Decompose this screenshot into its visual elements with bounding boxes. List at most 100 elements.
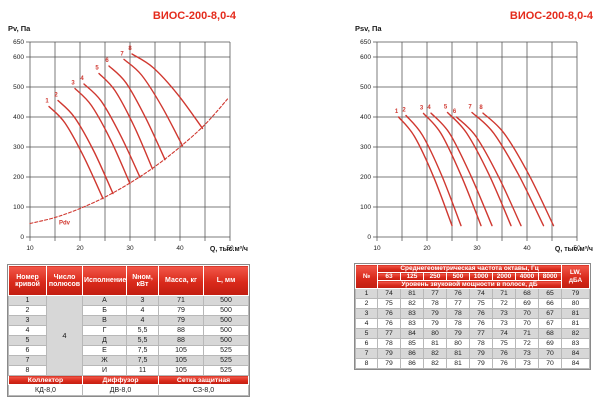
level-cell: 81 (400, 288, 424, 299)
svg-text:50: 50 (226, 245, 234, 252)
total-pressure-chart: 10 20 30 40 50010020030040050060065012345678… (13, 39, 234, 252)
mass-cell: 105 (158, 365, 204, 376)
version-cell: Б (82, 305, 127, 316)
curve-number-cell: 6 (8, 345, 47, 356)
length-cell: 500 (203, 305, 249, 316)
length-cell: 525 (203, 355, 249, 366)
left-y-axis-label: Pv, Па (8, 24, 31, 33)
svg-text:600: 600 (360, 54, 371, 61)
lw-label-line2: дБА (568, 276, 583, 284)
svg-text:40: 40 (176, 245, 184, 252)
level-cell: 73 (492, 318, 516, 329)
spec-table-row: 3 В 4 79 500 (8, 315, 249, 326)
spec-table: Номер кривой Число полюсов Исполнение Nн… (7, 264, 250, 397)
mass-cell: 79 (158, 315, 204, 326)
power-cell: 5,5 (126, 335, 159, 346)
lw-cell: 79 (561, 288, 591, 299)
version-cell: Д (82, 335, 127, 346)
version-cell: А (82, 295, 127, 306)
level-cell: 74 (377, 288, 401, 299)
accessories-value-row: КД-8,0 ДВ-8,0 СЗ-8,0 (8, 384, 249, 396)
freq-header-cell: 250 (423, 272, 447, 281)
level-cell: 84 (400, 328, 424, 339)
length-cell: 525 (203, 345, 249, 356)
collector-header: Коллектор (8, 375, 83, 385)
spec-table-row: 4 Г 5,5 88 500 (8, 325, 249, 336)
curve-number-cell: 3 (8, 315, 47, 326)
diffuser-value: ДВ-8,0 (82, 384, 159, 396)
freq-title-header: Среднегеометрическая частота октавы, Гц (376, 264, 563, 273)
svg-text:20: 20 (76, 245, 84, 252)
col-header-version: Исполнение (82, 265, 127, 296)
level-cell: 82 (423, 358, 447, 369)
spec-table-body: 1 4 А 3 71 500 2 Б 4 79 500 3 В 4 79 500 4 Г 5,5 88 500 5 Д 5,5… (8, 295, 249, 376)
svg-text:100: 100 (13, 204, 24, 211)
mass-cell: 105 (158, 355, 204, 366)
level-cell: 69 (515, 298, 539, 309)
level-cell: 74 (469, 288, 493, 299)
spec-table-row: 6 Е 7,5 105 525 (8, 345, 249, 356)
svg-text:650: 650 (13, 39, 24, 46)
col-header-length: L, мм (203, 265, 249, 296)
svg-text:7: 7 (120, 51, 124, 57)
svg-text:4: 4 (427, 105, 431, 111)
noise-table-row: 3 76 83 79 78 76 73 70 67 81 (355, 308, 591, 319)
version-cell: И (82, 365, 127, 376)
col-header-power: Nном, кВт (126, 265, 159, 296)
level-cell: 79 (423, 318, 447, 329)
col-header-curve-number: Номер кривой (8, 265, 47, 296)
curve-number-cell: 2 (8, 305, 47, 316)
level-cell: 73 (492, 308, 516, 319)
lw-cell: 84 (561, 348, 591, 359)
svg-text:650: 650 (360, 39, 371, 46)
mass-cell: 88 (158, 325, 204, 336)
level-cell: 74 (492, 328, 516, 339)
svg-text:400: 400 (360, 114, 371, 121)
poles-count-cell: 4 (46, 295, 83, 376)
level-cell: 81 (423, 338, 447, 349)
version-cell: Г (82, 325, 127, 336)
spec-table-row: 5 Д 5,5 88 500 (8, 335, 249, 346)
level-cell: 78 (423, 298, 447, 309)
svg-text:10: 10 (26, 245, 34, 252)
level-cell: 70 (515, 318, 539, 329)
level-cell: 79 (377, 358, 401, 369)
level-cell: 73 (515, 358, 539, 369)
level-cell: 78 (377, 338, 401, 349)
level-cell: 81 (446, 358, 470, 369)
svg-text:500: 500 (13, 84, 24, 91)
level-cell: 70 (537, 358, 563, 369)
svg-text:8: 8 (479, 105, 483, 111)
level-cell: 76 (469, 308, 493, 319)
col-header-poles: Число полюсов (46, 265, 83, 296)
svg-text:0: 0 (20, 234, 24, 241)
svg-text:20: 20 (423, 245, 431, 252)
level-cell: 71 (515, 328, 539, 339)
level-cell: 68 (515, 288, 539, 299)
length-cell: 500 (203, 315, 249, 326)
level-cell: 75 (492, 338, 516, 349)
svg-text:200: 200 (360, 174, 371, 181)
freq-header-cell: 8000 (537, 272, 563, 281)
svg-text:5: 5 (95, 66, 99, 72)
svg-text:8: 8 (128, 46, 132, 52)
level-cell: 75 (469, 298, 493, 309)
level-cell: 73 (515, 348, 539, 359)
col-header-lw: LW, дБА (561, 264, 591, 289)
grid-guard-value: СЗ-8,0 (158, 384, 249, 396)
lw-cell: 82 (561, 328, 591, 339)
level-cell: 77 (469, 328, 493, 339)
lw-cell: 81 (561, 308, 591, 319)
power-cell: 4 (126, 315, 159, 326)
level-cell: 79 (377, 348, 401, 359)
svg-text:30: 30 (473, 245, 481, 252)
lw-cell: 83 (561, 338, 591, 349)
level-cell: 70 (537, 348, 563, 359)
version-cell: В (82, 315, 127, 326)
level-cell: 78 (446, 318, 470, 329)
svg-text:7: 7 (468, 105, 472, 111)
row-number-cell: 5 (355, 328, 378, 339)
left-x-axis-label: Q, тыс.м³/ч (209, 246, 248, 253)
